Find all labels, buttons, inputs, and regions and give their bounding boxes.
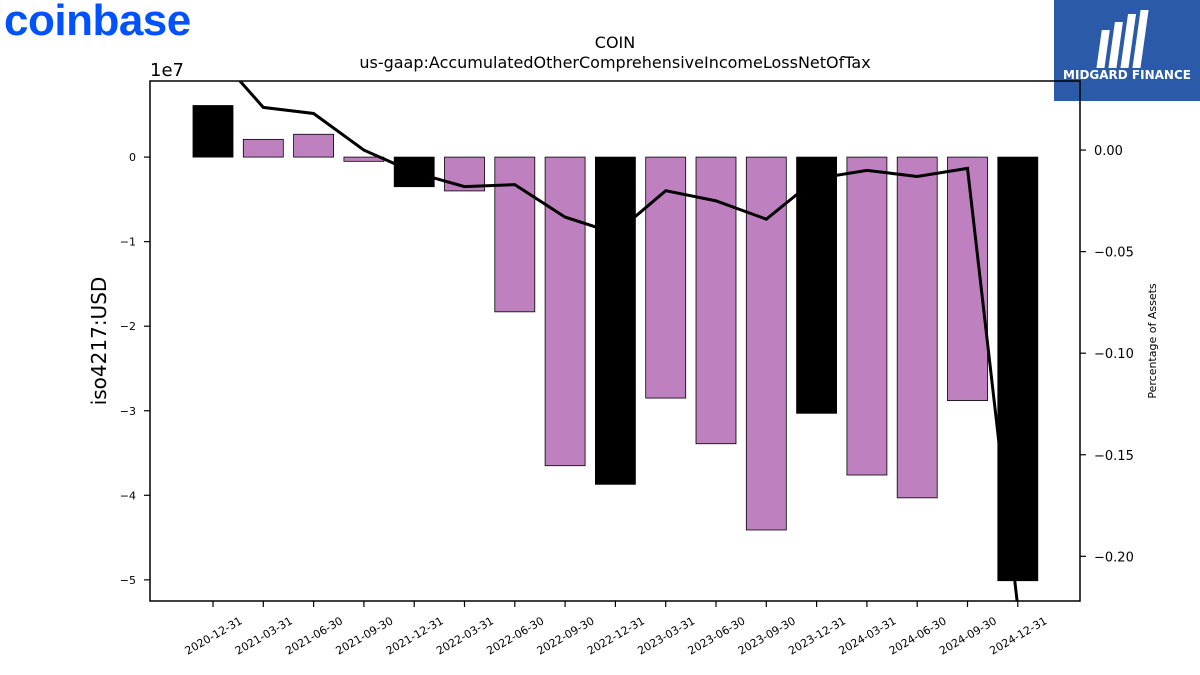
chart-subtitle: us-gaap:AccumulatedOtherComprehensiveInc… <box>359 53 870 72</box>
y-axis-label: iso4217:USD <box>87 277 111 406</box>
bar-2023-12-31 <box>796 156 837 414</box>
y-tick-label: −2 <box>120 320 136 333</box>
y-tick-label: −4 <box>120 489 136 502</box>
bar-2024-03-31 <box>846 156 888 476</box>
coinbase-logo: coinbase <box>4 0 191 45</box>
midgard-logo-icon <box>1096 10 1149 68</box>
y2-tick-label: 0.00 <box>1094 144 1123 159</box>
bar-2022-09-30 <box>544 156 586 467</box>
bar-2023-03-31 <box>645 156 687 399</box>
y-offset-label: 1e7 <box>150 60 184 81</box>
bar-2022-06-30 <box>494 156 536 313</box>
plot-frame <box>149 80 1081 602</box>
bar-2021-03-31 <box>242 138 284 158</box>
bar-group <box>192 105 1039 582</box>
y-tick-label: 0 <box>129 151 136 164</box>
line-group <box>237 81 1019 601</box>
y-tick-label: −5 <box>120 574 136 587</box>
bar-2022-12-31 <box>595 156 636 485</box>
bar-2024-12-31 <box>997 156 1039 582</box>
y2-tick-label: −0.10 <box>1094 347 1134 362</box>
y2-tick-label: −0.05 <box>1094 246 1134 261</box>
y-tick-label: −1 <box>120 236 136 249</box>
x-tick-label: 2024-12-31 <box>987 614 1049 657</box>
badge-label: MIDGARD FINANCE <box>1063 68 1191 82</box>
bar-2021-06-30 <box>293 133 335 158</box>
midgard-finance-badge: MIDGARD FINANCE <box>1054 0 1200 101</box>
y-tick-label: −3 <box>120 405 136 418</box>
bar-2024-06-30 <box>896 156 938 499</box>
y2-axis-label: Percentage of Assets <box>1146 283 1159 399</box>
chart-title: COIN <box>595 33 635 52</box>
y2-tick-label: −0.20 <box>1094 550 1134 565</box>
bar-2020-12-31 <box>192 105 234 158</box>
y2-tick-label: −0.15 <box>1094 449 1134 464</box>
pct-assets-line <box>237 81 1019 601</box>
